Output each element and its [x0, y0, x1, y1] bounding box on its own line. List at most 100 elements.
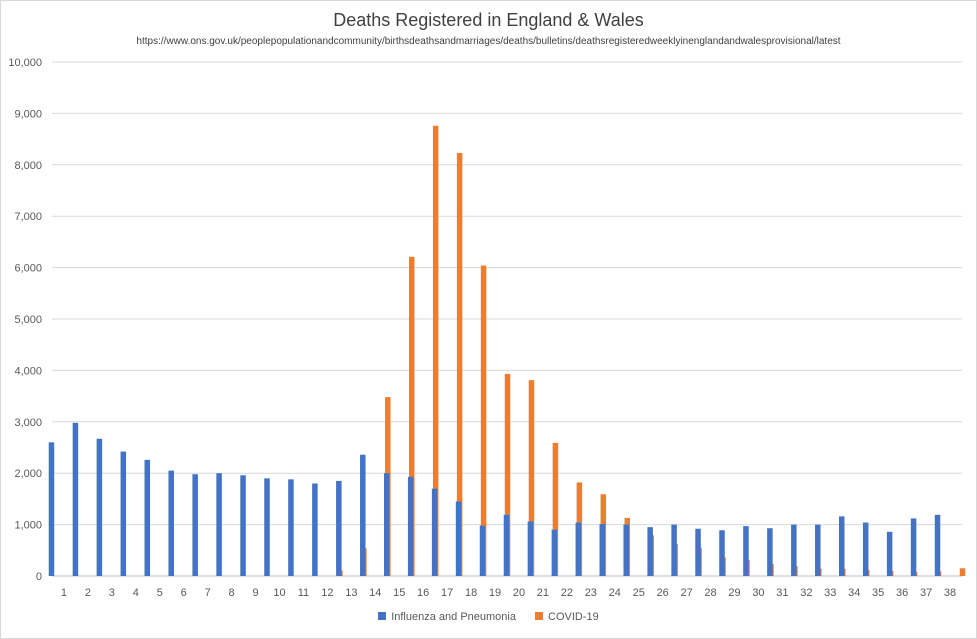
- bar-influenza: [623, 524, 629, 576]
- x-tick-label: 27: [680, 587, 692, 599]
- x-tick-label: 25: [633, 587, 645, 599]
- bar-influenza: [192, 474, 198, 576]
- bar-covid: [552, 442, 559, 576]
- bar-influenza: [695, 528, 701, 576]
- bar-influenza: [312, 483, 318, 576]
- legend-item-covid: COVID-19: [535, 611, 599, 623]
- bar-influenza: [767, 528, 773, 576]
- y-tick-label: 0: [36, 571, 42, 583]
- bar-influenza: [934, 514, 941, 576]
- y-tick-label: 6,000: [14, 263, 42, 275]
- chart-subtitle: https://www.ons.gov.uk/peoplepopulationa…: [136, 36, 841, 47]
- legend-swatch-influenza: [378, 612, 387, 620]
- x-tick-label: 22: [561, 587, 573, 599]
- bar-influenza: [144, 459, 151, 576]
- legend-item-influenza: Influenza and Pneumonia: [378, 611, 516, 623]
- x-tick-label: 18: [465, 587, 477, 599]
- x-tick-label: 31: [776, 587, 788, 599]
- x-tick-label: 32: [800, 587, 812, 599]
- x-tick-label: 1: [61, 587, 67, 599]
- bar-covid: [456, 152, 463, 576]
- bar-influenza: [407, 476, 414, 576]
- bar-influenza: [48, 442, 55, 576]
- x-tick-label: 28: [704, 587, 716, 599]
- bar-influenza: [96, 438, 103, 576]
- x-tick-label: 34: [848, 587, 860, 599]
- x-tick-label: 37: [920, 587, 932, 599]
- y-tick-label: 4,000: [14, 365, 42, 377]
- legend-label-covid: COVID-19: [548, 611, 599, 623]
- x-tick-label: 10: [273, 587, 285, 599]
- y-tick-label: 9,000: [14, 108, 42, 120]
- y-tick-label: 3,000: [14, 417, 42, 429]
- bar-influenza: [527, 521, 534, 576]
- x-tick-label: 5: [157, 587, 163, 599]
- x-tick-label: 16: [417, 587, 429, 599]
- bar-influenza: [431, 488, 438, 576]
- y-tick-label: 5,000: [14, 314, 42, 326]
- bar-influenza: [72, 422, 79, 576]
- bar-covid: [408, 256, 415, 576]
- x-tick-label: 11: [298, 587, 309, 599]
- x-tick-label: 13: [345, 587, 357, 599]
- x-tick-label: 2: [85, 587, 91, 599]
- x-tick-label: 21: [537, 587, 549, 599]
- y-tick-label: 8,000: [14, 160, 42, 172]
- x-tick-label: 17: [441, 587, 453, 599]
- legend-swatch-covid: [535, 612, 544, 620]
- x-tick-label: 26: [657, 587, 669, 599]
- bar-influenza: [168, 470, 174, 576]
- bar-influenza: [647, 527, 653, 576]
- bar-influenza: [910, 518, 917, 576]
- x-tick-label: 3: [109, 587, 115, 599]
- legend: Influenza and Pneumonia COVID-19: [0, 611, 977, 623]
- bar-influenza: [383, 473, 390, 576]
- bar-influenza: [479, 525, 486, 576]
- bar-covid: [959, 568, 966, 576]
- bar-covid: [480, 265, 487, 576]
- x-tick-label: 36: [896, 587, 908, 599]
- bar-influenza: [671, 524, 677, 576]
- x-tick-label: 8: [229, 587, 235, 599]
- bar-influenza: [575, 522, 582, 576]
- y-tick-label: 2,000: [14, 468, 42, 480]
- x-tick-label: 9: [252, 587, 258, 599]
- y-tick-label: 1,000: [14, 520, 42, 532]
- bar-influenza: [264, 478, 270, 576]
- x-tick-label: 23: [585, 587, 597, 599]
- y-tick-label: 7,000: [14, 211, 42, 223]
- x-tick-label: 24: [609, 587, 621, 599]
- x-tick-label: 6: [181, 587, 187, 599]
- x-tick-label: 30: [752, 587, 764, 599]
- bar-influenza: [862, 522, 869, 576]
- bar-influenza: [886, 531, 893, 576]
- bar-influenza: [838, 516, 845, 576]
- x-tick-label: 12: [321, 587, 333, 599]
- bar-influenza: [599, 524, 606, 576]
- bar-influenza: [240, 475, 246, 576]
- x-tick-label: 33: [824, 587, 836, 599]
- bar-influenza: [360, 454, 366, 576]
- x-tick-label: 15: [393, 587, 405, 599]
- bar-influenza: [815, 524, 821, 576]
- x-tick-label: 19: [489, 587, 501, 599]
- x-tick-label: 35: [872, 587, 884, 599]
- bar-influenza: [288, 479, 294, 576]
- x-tick-label: 29: [728, 587, 740, 599]
- bar-covid: [432, 125, 439, 577]
- bar-influenza: [551, 529, 558, 576]
- bar-influenza: [503, 514, 510, 576]
- bar-influenza: [719, 530, 725, 576]
- x-tick-label: 7: [205, 587, 211, 599]
- y-tick-label: 10,000: [8, 57, 42, 69]
- bar-influenza: [336, 480, 342, 576]
- bar-influenza: [791, 524, 797, 576]
- legend-label-influenza: Influenza and Pneumonia: [391, 611, 516, 623]
- x-tick-label: 14: [369, 587, 381, 599]
- bar-influenza: [743, 526, 749, 576]
- bar-covid: [528, 380, 535, 576]
- bar-influenza: [216, 473, 222, 576]
- bar-influenza: [455, 501, 462, 576]
- x-tick-label: 38: [944, 587, 956, 599]
